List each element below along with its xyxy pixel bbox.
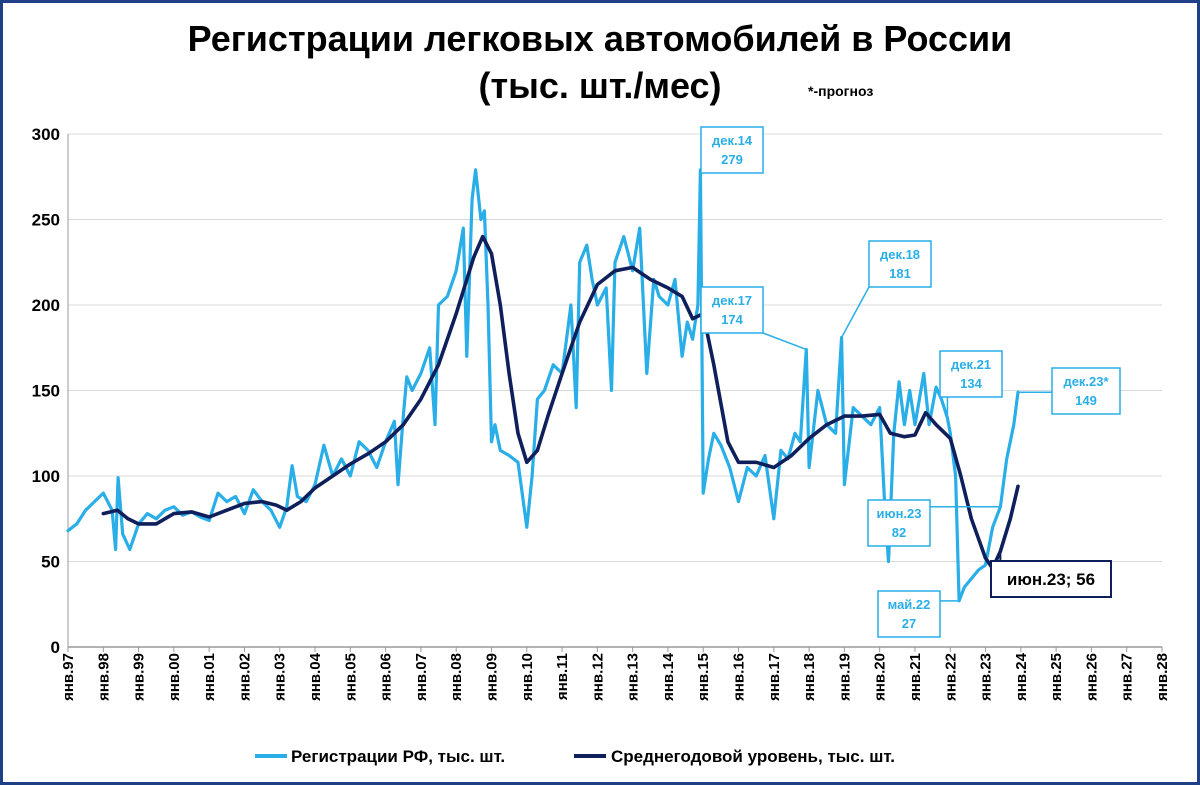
callout-label: дек.21 (951, 357, 991, 372)
callout-box (877, 590, 941, 638)
x-tick-label: янв.11 (554, 653, 571, 700)
chart-title-line2: (тыс. шт./мес) (478, 65, 721, 106)
series-line-monthly (66, 168, 1020, 603)
legend-label-monthly: Регистрации РФ, тыс. шт. (291, 747, 505, 766)
x-tick-label: янв.13 (625, 653, 642, 701)
x-tick-label: янв.98 (95, 653, 112, 701)
axes (67, 134, 1162, 648)
x-tick-label: янв.17 (766, 653, 783, 701)
x-tick-label: янв.14 (660, 652, 677, 701)
callout-leader (840, 286, 870, 338)
x-tick-label: янв.24 (1013, 652, 1030, 701)
callout-value: 134 (960, 376, 982, 391)
x-tick-label: янв.16 (731, 653, 748, 701)
callout-value: 181 (889, 266, 911, 281)
forecast-note: *-прогноз (808, 83, 873, 99)
x-tick-label: янв.15 (695, 653, 712, 701)
callout: май.22 27 (877, 590, 960, 638)
x-tick-label: янв.05 (342, 653, 359, 701)
callout-box (868, 240, 932, 288)
y-tick-label: 100 (32, 467, 60, 486)
callout-value: 174 (721, 312, 743, 327)
x-tick-label: янв.01 (201, 653, 218, 701)
x-tick-label: янв.10 (519, 653, 536, 701)
x-tick-label: янв.20 (872, 653, 889, 701)
y-tick-label: 250 (32, 211, 60, 230)
chart-title-line1: Регистрации легковых автомобилей в Росси… (188, 18, 1013, 59)
legend-label-average: Среднегодовой уровень, тыс. шт. (611, 747, 895, 766)
x-tick-label: янв.09 (483, 653, 500, 701)
series-lines (66, 168, 1020, 603)
callout: дек.23* 149 (1018, 367, 1121, 415)
y-tick-label: 200 (32, 296, 60, 315)
callout: июн.23; 56 (990, 551, 1112, 598)
x-tick-label: янв.06 (378, 653, 395, 701)
callout-box (990, 560, 1112, 598)
callout-value: 149 (1075, 393, 1097, 408)
x-tick-label: янв.26 (1083, 653, 1100, 701)
x-tick-label: янв.12 (589, 653, 606, 701)
callout: июн.23 82 (867, 499, 1001, 547)
callout-label: июн.23 (876, 506, 921, 521)
x-tick-label: янв.19 (836, 653, 853, 701)
callout-label: май.22 (888, 597, 931, 612)
callout: дек.21 134 (939, 350, 1003, 418)
callout-value: 27 (902, 616, 916, 631)
callout-box (1051, 367, 1121, 415)
x-tick-label: янв.27 (1119, 653, 1136, 701)
x-tick-label: янв.18 (801, 653, 818, 701)
callout-label: дек.23* (1063, 374, 1109, 389)
x-tick-label: янв.28 (1154, 653, 1171, 701)
callout-box (867, 499, 931, 547)
x-tick-label: янв.97 (60, 653, 77, 701)
callout-box (700, 286, 764, 334)
callout-label: дек.18 (880, 247, 920, 262)
y-tick-label: 50 (41, 553, 60, 572)
callout-value: 82 (892, 525, 906, 540)
callout: дек.17 174 (700, 286, 807, 351)
y-tick-labels: 0 50 100 150 200 250 300 (32, 125, 60, 657)
x-tick-label: янв.99 (131, 653, 148, 701)
y-tick-label: 300 (32, 125, 60, 144)
legend: Регистрации РФ, тыс. шт. Среднегодовой у… (255, 747, 895, 766)
gridlines (68, 133, 1162, 562)
callout-label: дек.17 (712, 293, 752, 308)
y-tick-label: 0 (51, 638, 60, 657)
callout: дек.18 181 (840, 240, 932, 338)
x-tick-label: янв.21 (907, 653, 924, 701)
x-tick-label: янв.02 (236, 653, 253, 701)
x-tick-labels: янв.97 янв.98 янв.99 янв.00 янв.01 янв.02 янв.… (60, 647, 1171, 701)
callout-label: июн.23; 56 (1007, 570, 1095, 589)
x-tick-label: янв.22 (942, 653, 959, 701)
callout-label: дек.14 (712, 133, 753, 148)
callout: дек.14 279 (700, 126, 764, 174)
x-tick-label: янв.04 (307, 652, 324, 701)
x-tick-label: янв.25 (1048, 653, 1065, 701)
x-tick-label: янв.03 (272, 653, 289, 701)
series-line-average (101, 234, 1020, 571)
y-tick-label: 150 (32, 382, 60, 401)
x-tick-label: янв.07 (413, 653, 430, 701)
callout-box (939, 350, 1003, 398)
x-tick-label: янв.08 (448, 653, 465, 701)
x-tick-label: янв.23 (978, 653, 995, 701)
callout-box (700, 126, 764, 174)
callout-value: 279 (721, 152, 743, 167)
callout-leader (762, 332, 807, 351)
x-tick-label: янв.00 (166, 653, 183, 701)
